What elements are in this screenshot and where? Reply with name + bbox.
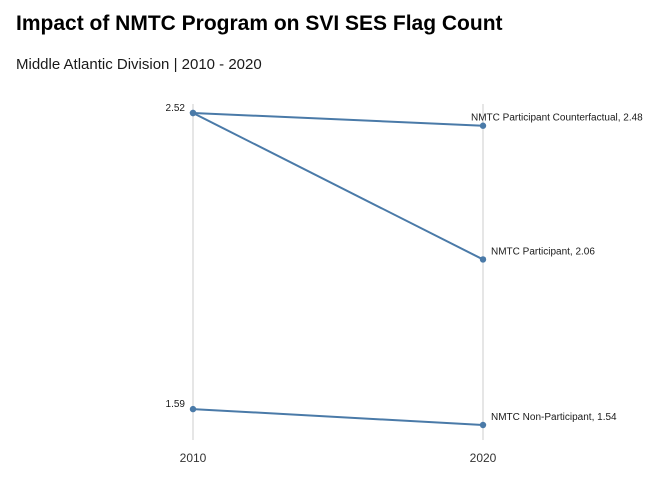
grid-lines <box>192 104 484 440</box>
series-line <box>192 408 484 426</box>
x-axis: 2010 2020 <box>180 451 497 465</box>
series-line <box>192 112 484 127</box>
end-label: NMTC Participant Counterfactual, 2.48 <box>471 113 643 124</box>
series-points <box>189 109 487 429</box>
end-label: NMTC Non-Participant, 1.54 <box>491 412 617 423</box>
data-point <box>189 109 197 117</box>
chart-subtitle: Middle Atlantic Division | 2010 - 2020 <box>16 56 262 73</box>
series-line <box>192 112 484 261</box>
chart-title: Impact of NMTC Program on SVI SES Flag C… <box>16 12 503 35</box>
data-point <box>479 421 487 429</box>
start-label: 1.59 <box>166 399 186 410</box>
data-point <box>479 122 487 129</box>
data-point <box>189 405 197 413</box>
data-labels: NMTC Participant Counterfactual, 2.48 NMT… <box>166 103 644 423</box>
series-lines <box>192 112 484 426</box>
x-tick-label: 2010 <box>180 451 207 465</box>
end-label: NMTC Participant, 2.06 <box>491 246 595 257</box>
start-label: 2.52 <box>166 103 186 114</box>
x-tick-label: 2020 <box>470 451 497 465</box>
data-point <box>479 256 487 263</box>
